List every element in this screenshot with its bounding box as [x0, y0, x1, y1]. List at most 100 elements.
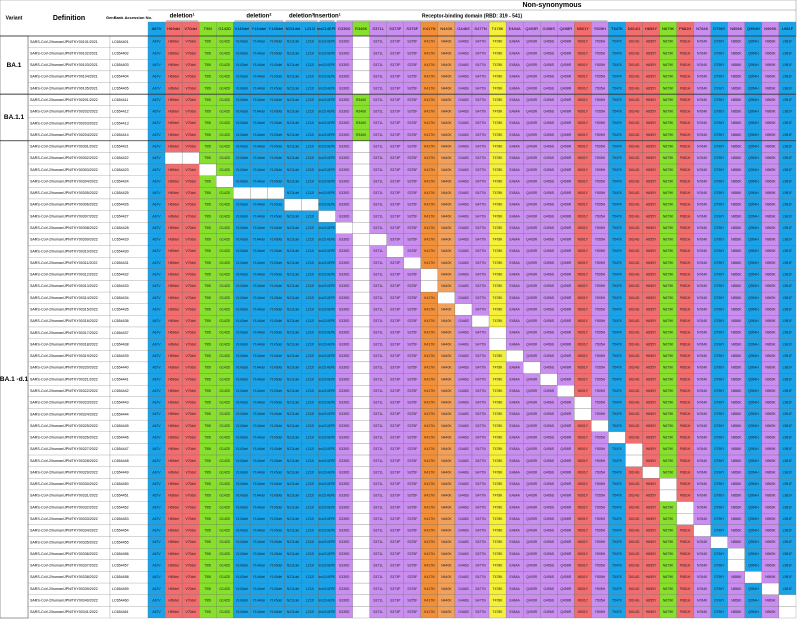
- mutation-text: L212I: [306, 482, 315, 486]
- mutation-text: L212I: [306, 51, 315, 55]
- mutation-text: L212I: [306, 144, 315, 148]
- mutation-text: H69del: [168, 354, 179, 358]
- mutation-cell: [352, 361, 370, 374]
- mutation-text: ins214EPE: [319, 261, 337, 265]
- mutation-text: L212I: [306, 179, 315, 183]
- mutation-text: S477N: [475, 482, 486, 486]
- mutation-text: K417N: [424, 610, 435, 614]
- mutation-text: Q498R: [560, 587, 571, 591]
- mutation-text: D796Y: [714, 505, 725, 509]
- mutation-text: S375F: [407, 401, 417, 405]
- mutation-text: ins214EPE: [319, 389, 337, 393]
- mutation-text: N679K: [663, 447, 674, 451]
- mutation-text: S371L: [373, 51, 383, 55]
- mutation-text: T547K: [612, 307, 623, 311]
- mutation-text: G142D: [219, 598, 230, 602]
- mutation-text: N969K: [765, 354, 776, 358]
- mutation-text: V70del: [185, 273, 196, 277]
- mutation-text: Y145del: [270, 307, 283, 311]
- accession-text: LC654445: [112, 424, 129, 428]
- mutation-text: T547K: [612, 470, 623, 474]
- mutation-text: Y145del: [270, 389, 283, 393]
- mutation-text: Q498R: [560, 307, 571, 311]
- mutation-text: P681H: [680, 587, 691, 591]
- mutation-text: H69del: [168, 447, 179, 451]
- column-name: S477N: [474, 26, 486, 31]
- mutation-text: N501Y: [578, 273, 589, 277]
- mutation-text: P681H: [680, 424, 691, 428]
- mutation-text: N440K: [441, 610, 452, 614]
- mutation-text: S371L: [373, 191, 383, 195]
- mutation-text: T478K: [493, 540, 504, 544]
- mutation-text: D796Y: [714, 459, 725, 463]
- mutation-text: Q493R: [526, 51, 537, 55]
- mutation-text: N856K: [731, 447, 742, 451]
- mutation-text: T547K: [612, 284, 623, 288]
- mutation-text: N440K: [441, 261, 452, 265]
- mutation-text: G339D: [339, 598, 350, 602]
- mutation-text: N211del: [287, 389, 300, 393]
- mutation-text: L981F: [783, 459, 793, 463]
- mutation-text: V70del: [185, 377, 196, 381]
- mutation-text: V143del: [236, 296, 249, 300]
- mutation-text: Y144del: [253, 319, 266, 323]
- mutation-text: Y505H: [595, 144, 606, 148]
- mutation-text: S375F: [407, 191, 417, 195]
- mutation-text: T95I: [204, 424, 211, 428]
- mutation-text: V70del: [185, 470, 196, 474]
- mutation-text: T478K: [493, 273, 504, 277]
- mutation-text: S371L: [373, 214, 383, 218]
- mutation-text: V70del: [185, 249, 196, 253]
- mutation-text: Q954H: [748, 389, 759, 393]
- mutation-text: N969K: [765, 598, 776, 602]
- mutation-text: Q954H: [748, 86, 759, 90]
- mutation-text: V70del: [185, 238, 196, 242]
- mutation-text: T547K: [612, 366, 623, 370]
- mutation-text: N969K: [765, 494, 776, 498]
- mutation-text: L981F: [783, 75, 793, 79]
- mutation-text: N969K: [765, 424, 776, 428]
- mutation-text: G446S: [458, 575, 469, 579]
- mutation-text: N679K: [663, 179, 674, 183]
- mutation-text: Q954H: [748, 284, 759, 288]
- mutation-text: H655Y: [646, 40, 657, 44]
- mutation-text: H655Y: [646, 51, 657, 55]
- mutation-text: T547K: [612, 319, 623, 323]
- mutation-text: N501Y: [578, 552, 589, 556]
- mutation-text: G496S: [543, 273, 554, 277]
- mutation-text: S371L: [373, 517, 383, 521]
- mutation-text: N764K: [697, 331, 708, 335]
- mutation-text: S373P: [390, 296, 401, 300]
- mutation-text: Y505H: [595, 331, 606, 335]
- mutation-text: G446S: [458, 401, 469, 405]
- mutation-text: N764K: [697, 482, 708, 486]
- mutation-text: N856K: [731, 354, 742, 358]
- mutation-cell: [727, 559, 745, 572]
- mutation-text: V70del: [185, 575, 196, 579]
- mutation-text: Y505H: [595, 505, 606, 509]
- mutation-text: N969K: [765, 610, 776, 614]
- mutation-text: K417N: [424, 564, 435, 568]
- mutation-text: H655Y: [646, 610, 657, 614]
- mutation-text: G496S: [543, 238, 554, 242]
- mutation-text: T547K: [612, 587, 623, 591]
- mutation-text: N501Y: [578, 75, 589, 79]
- mutation-text: E484A: [510, 249, 521, 253]
- mutation-text: V70del: [185, 121, 196, 125]
- mutation-text: G339D: [339, 377, 350, 381]
- mutation-text: N764K: [697, 342, 708, 346]
- mutation-text: H655Y: [646, 482, 657, 486]
- mutation-text: K417N: [424, 86, 435, 90]
- mutation-text: Q498R: [560, 610, 571, 614]
- mutation-text: D796Y: [714, 319, 725, 323]
- mutation-text: N969K: [765, 238, 776, 242]
- mutation-text: Y145del: [270, 552, 283, 556]
- mutation-text: R346K: [356, 133, 367, 137]
- mutation-cell: [352, 582, 370, 595]
- mutation-text: G339D: [339, 587, 350, 591]
- mutation-text: V143del: [236, 63, 249, 67]
- mutation-text: ins214EPE: [319, 156, 337, 160]
- mutation-text: Q954H: [748, 40, 759, 44]
- mutation-text: Y505H: [595, 342, 606, 346]
- mutation-text: A67V: [152, 191, 161, 195]
